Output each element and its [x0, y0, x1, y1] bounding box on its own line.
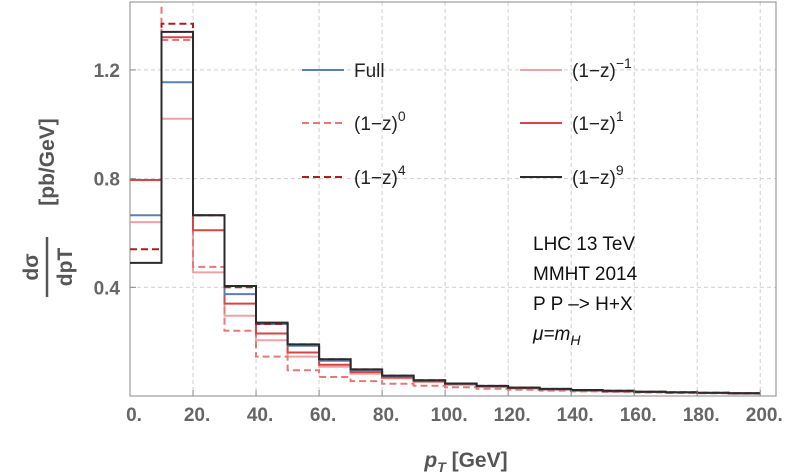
- grid-lines: [130, 2, 776, 396]
- x-axis-title-base: p: [423, 449, 437, 472]
- x-tick-label-2: 40.: [247, 405, 273, 426]
- y-tick-label-0: 0.4: [94, 278, 121, 299]
- legend-label-4: (1−z)4: [354, 162, 406, 189]
- y-axis-title-unit: [pb/GeV]: [36, 118, 59, 206]
- y-axis-title-numerator: dσ: [20, 253, 43, 280]
- annotation-scale-base: μ=m: [532, 324, 570, 345]
- annotations: LHC 13 TeV MMHT 2014 P P –> H+X μ=mH: [532, 234, 638, 348]
- legend-label-1: (1−z)−1: [572, 55, 632, 82]
- y-tick-label-2: 1.2: [94, 61, 120, 82]
- legend-label-3: (1−z)1: [572, 108, 624, 135]
- x-tick-label-1: 20.: [184, 405, 210, 426]
- y-axis-title-denominator: dpT: [54, 248, 77, 287]
- y-axis-title: dσ dpT [pb/GeV]: [20, 118, 77, 297]
- series-layer: [130, 2, 761, 395]
- legend-label-base-2: (1−z): [354, 114, 398, 135]
- x-tick-label-0: 0.: [126, 405, 142, 426]
- y-tick-label-1: 0.8: [94, 170, 120, 191]
- legend-label-superscript-5: 9: [616, 162, 624, 178]
- x-axis-title-subscript: T: [437, 459, 447, 474]
- plot-border: [129, 1, 777, 397]
- legend-label-base-1: (1−z): [572, 61, 616, 82]
- annotation-0: LHC 13 TeV: [533, 234, 635, 255]
- annotation-scale-subscript: H: [570, 332, 581, 348]
- annotation-scale: μ=mH: [532, 324, 581, 348]
- legend-label-2: (1−z)0: [354, 108, 406, 135]
- x-axis-title: pT [GeV]: [423, 449, 507, 474]
- annotation-2: P P –> H+X: [533, 294, 633, 315]
- axis-ticks: 0. 20. 40. 60. 80. 100. 120. 140. 160. 180. 200. 0.…: [94, 61, 783, 426]
- legend-label-superscript-3: 1: [616, 108, 624, 124]
- legend: Full (1−z)−1(1−z)0 (1−z)1(1−z)4 (1−z)9: [302, 55, 632, 189]
- legend-label-superscript-4: 4: [398, 162, 406, 178]
- annotation-1: MMHT 2014: [533, 264, 638, 285]
- legend-label-base-0: Full: [354, 61, 385, 82]
- x-tick-label-10: 200.: [746, 405, 783, 426]
- x-tick-label-6: 120.: [494, 405, 531, 426]
- plot-frame: [129, 1, 777, 397]
- x-tick-label-5: 100.: [431, 405, 468, 426]
- legend-label-superscript-1: −1: [616, 55, 632, 71]
- x-axis-title-unit: [GeV]: [446, 449, 508, 472]
- legend-label-5: (1−z)9: [572, 162, 624, 189]
- x-tick-label-8: 160.: [620, 405, 657, 426]
- series-line-5: [130, 30, 761, 395]
- legend-label-base-4: (1−z): [354, 168, 398, 189]
- legend-label-superscript-2: 0: [398, 108, 406, 124]
- legend-label-base-5: (1−z): [572, 168, 616, 189]
- x-tick-label-4: 80.: [373, 405, 399, 426]
- legend-label-0: Full: [354, 61, 385, 82]
- x-tick-label-9: 180.: [683, 405, 720, 426]
- x-tick-label-7: 140.: [557, 405, 594, 426]
- x-tick-label-3: 60.: [310, 405, 336, 426]
- legend-label-base-3: (1−z): [572, 114, 616, 135]
